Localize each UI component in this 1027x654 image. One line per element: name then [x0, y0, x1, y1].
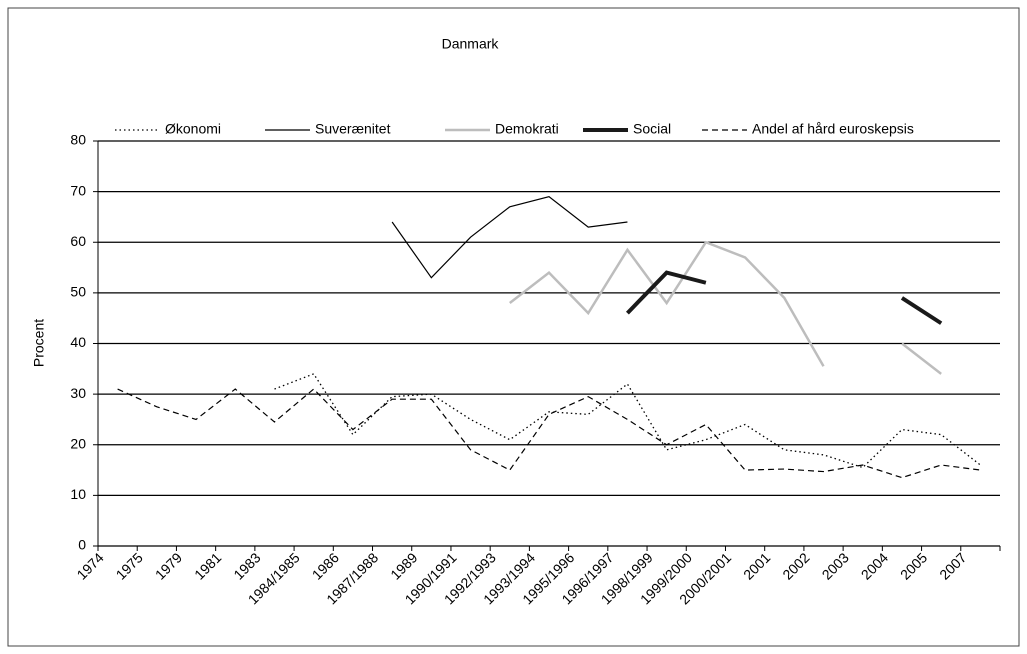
y-tick-label: 80: [70, 132, 86, 148]
series-line: [391, 196, 628, 279]
legend-label: Økonomi: [165, 121, 221, 137]
y-tick-label: 40: [70, 334, 86, 350]
y-tick-label: 20: [70, 435, 86, 451]
y-axis-label: Procent: [31, 319, 47, 367]
y-tick-label: 70: [70, 182, 86, 198]
y-tick-label: 10: [70, 486, 86, 502]
y-tick-label: 50: [70, 284, 86, 300]
legend-label: Suverænitet: [315, 121, 391, 137]
legend-label: Andel af hård euroskepsis: [752, 121, 914, 137]
y-tick-label: 60: [70, 233, 86, 249]
series-line: [509, 240, 942, 375]
chart-title: Danmark: [442, 36, 500, 52]
legend-label: Social: [633, 121, 671, 137]
legend-label: Demokrati: [495, 121, 559, 137]
y-tick-label: 0: [78, 537, 86, 553]
y-tick-label: 30: [70, 385, 86, 401]
series-line: [625, 270, 943, 325]
chart-frame: [7, 7, 1020, 647]
